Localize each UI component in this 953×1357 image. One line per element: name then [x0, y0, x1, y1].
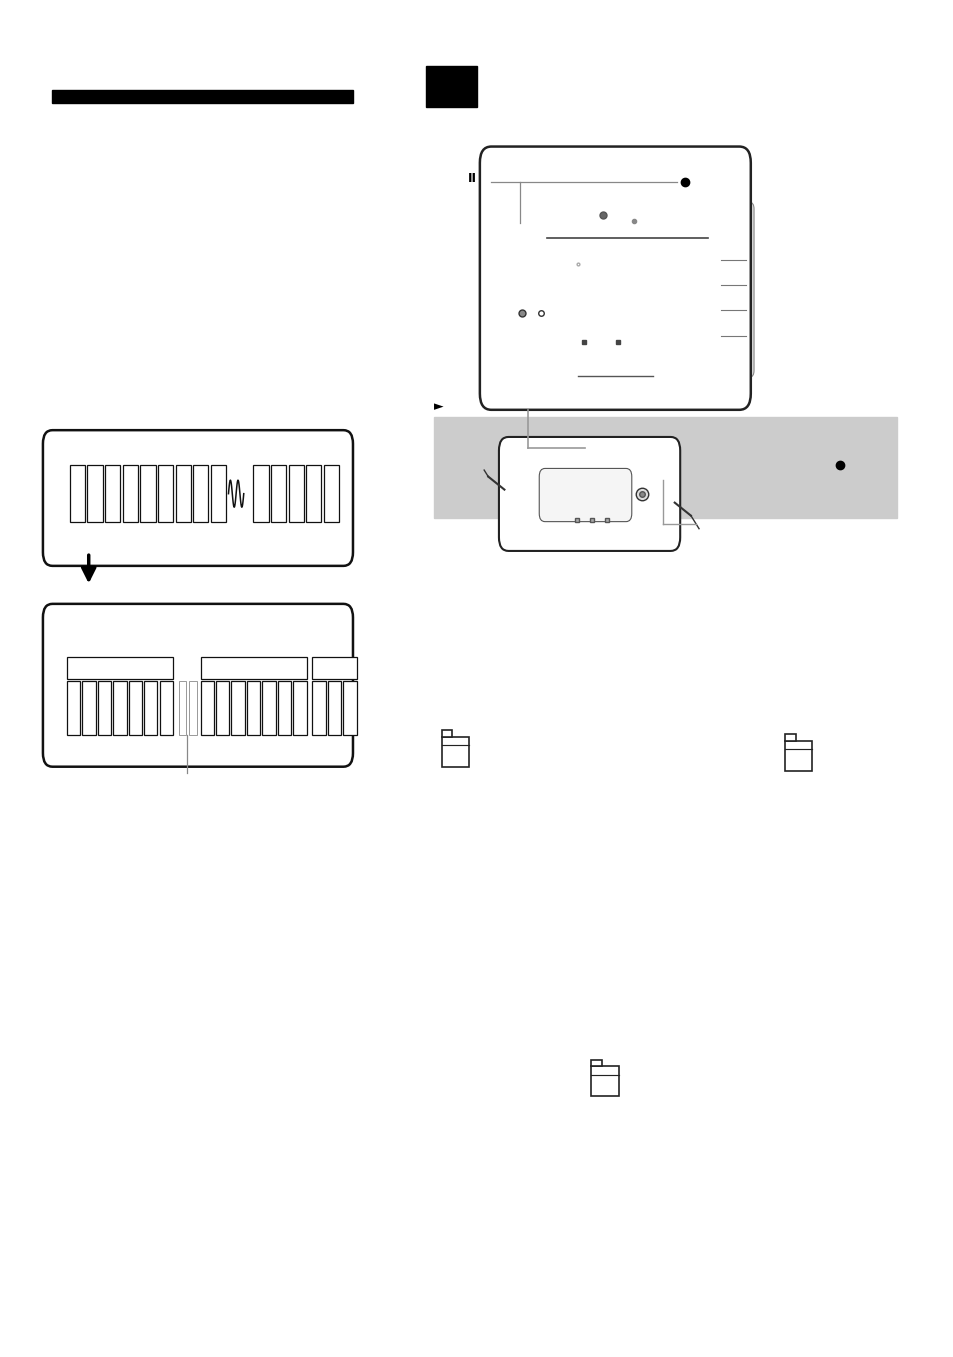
FancyBboxPatch shape	[538, 468, 631, 521]
Bar	[441, 730, 452, 737]
Bar	[122, 465, 138, 522]
Bar	[232, 681, 245, 735]
Bar	[343, 681, 356, 735]
Bar	[97, 681, 111, 735]
Bar	[247, 681, 260, 735]
Bar	[67, 681, 80, 735]
Bar	[157, 465, 173, 522]
Bar	[189, 681, 196, 735]
Bar	[328, 681, 341, 735]
Bar	[591, 1060, 601, 1067]
FancyBboxPatch shape	[479, 147, 750, 410]
FancyBboxPatch shape	[560, 364, 731, 406]
Bar	[140, 465, 155, 522]
Bar	[215, 681, 229, 735]
Bar	[144, 681, 157, 735]
Bar	[277, 681, 291, 735]
Bar	[434, 417, 896, 518]
Bar	[312, 657, 356, 678]
Bar	[306, 465, 321, 522]
Bar	[159, 681, 172, 735]
Bar	[312, 681, 325, 735]
Bar	[271, 465, 286, 522]
FancyBboxPatch shape	[498, 437, 679, 551]
Bar	[105, 465, 120, 522]
Bar	[200, 681, 213, 735]
Bar	[211, 465, 226, 522]
Bar	[52, 90, 353, 103]
Bar	[426, 66, 476, 107]
Bar	[253, 465, 269, 522]
Bar	[82, 681, 95, 735]
Bar	[784, 734, 795, 741]
Bar	[88, 465, 103, 522]
Bar	[129, 681, 142, 735]
Text: ►: ►	[434, 400, 443, 413]
Bar	[324, 465, 339, 522]
Bar	[784, 741, 812, 771]
Bar	[178, 681, 186, 735]
Bar	[200, 657, 306, 678]
FancyBboxPatch shape	[43, 604, 353, 767]
Bar	[113, 681, 127, 735]
Bar	[193, 465, 209, 522]
Bar	[441, 737, 469, 767]
FancyBboxPatch shape	[43, 430, 353, 566]
FancyBboxPatch shape	[721, 202, 753, 377]
Bar	[67, 657, 172, 678]
Bar	[175, 465, 191, 522]
Bar	[70, 465, 85, 522]
Text: II: II	[467, 172, 476, 185]
Bar	[262, 681, 275, 735]
Bar	[293, 681, 306, 735]
Bar	[288, 465, 303, 522]
Bar	[591, 1067, 618, 1096]
